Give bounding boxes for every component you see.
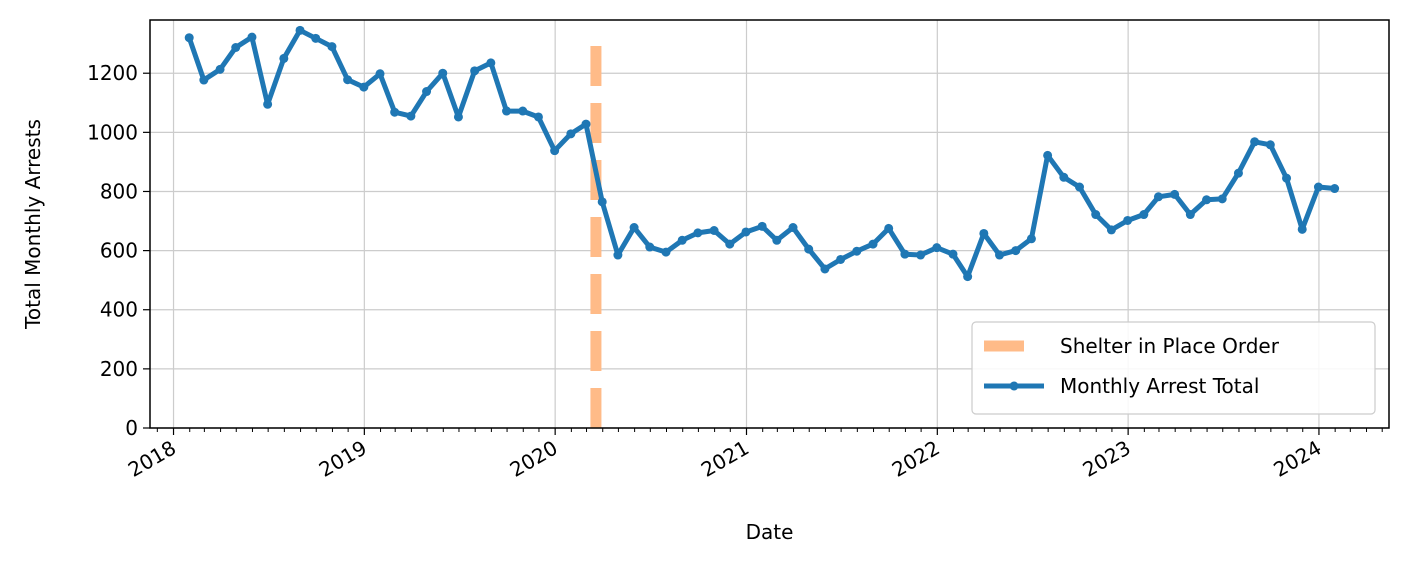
data-point (629, 223, 639, 233)
data-point (645, 242, 655, 252)
data-point (597, 197, 607, 207)
data-point (1250, 137, 1260, 147)
data-point (406, 111, 416, 121)
legend: Shelter in Place Order Monthly Arrest To… (971, 321, 1376, 415)
data-point (757, 221, 767, 231)
data-point (693, 228, 703, 238)
data-point (709, 226, 719, 236)
data-point (1265, 140, 1275, 150)
data-point (359, 82, 369, 92)
data-point (422, 87, 432, 97)
data-point (1313, 182, 1323, 192)
data-point (438, 68, 448, 78)
data-point (533, 112, 543, 122)
data-point (279, 53, 289, 63)
data-point (566, 129, 576, 139)
data-point (1059, 172, 1069, 182)
legend-label-shelter: Shelter in Place Order (1060, 334, 1280, 358)
data-point (263, 99, 273, 109)
y-tick-label: 0 (125, 416, 138, 440)
data-point (518, 106, 528, 116)
data-point (1026, 234, 1036, 244)
data-point (963, 272, 973, 282)
y-axis: 0 200 400 600 800 1000 1200 (87, 61, 150, 440)
data-point (725, 239, 735, 249)
data-point (852, 246, 862, 256)
data-point (1011, 246, 1021, 256)
data-point (1123, 215, 1133, 225)
data-point (788, 223, 798, 233)
data-point (1282, 173, 1292, 183)
data-point (900, 249, 910, 259)
data-point (247, 32, 257, 42)
legend-label-arrests: Monthly Arrest Total (1060, 374, 1259, 398)
y-axis-label: Total Monthly Arrests (21, 119, 45, 330)
data-point (470, 66, 480, 76)
data-point (1091, 210, 1101, 220)
data-point (550, 146, 560, 156)
data-point (1139, 210, 1149, 220)
data-point (948, 249, 958, 259)
data-point (884, 223, 894, 233)
data-point (932, 243, 942, 253)
data-point (199, 75, 209, 85)
y-tick-label: 800 (100, 179, 138, 203)
data-point (1185, 210, 1195, 220)
data-point (1106, 225, 1116, 235)
series-group (184, 25, 1340, 282)
data-point (836, 254, 846, 264)
data-point (453, 112, 463, 122)
y-tick-label: 600 (100, 239, 138, 263)
data-point (343, 75, 353, 85)
data-point (184, 33, 194, 43)
data-point (820, 264, 830, 274)
data-point (1043, 150, 1053, 160)
data-point (613, 250, 623, 260)
data-point (995, 250, 1005, 260)
data-point (979, 228, 989, 238)
data-point (1202, 195, 1212, 205)
y-tick-label: 1200 (87, 61, 138, 85)
data-point (741, 227, 751, 237)
legend-marker-arrests (1009, 381, 1019, 391)
y-tick-label: 1000 (87, 120, 138, 144)
data-point (231, 42, 241, 52)
data-point (486, 58, 496, 68)
data-point (1075, 182, 1085, 192)
data-point (804, 244, 814, 254)
data-point (661, 247, 671, 257)
data-point (1297, 224, 1307, 234)
data-point (295, 25, 305, 35)
data-point (1170, 189, 1180, 199)
y-tick-label: 400 (100, 298, 138, 322)
data-point (375, 69, 385, 79)
data-point (1153, 192, 1163, 202)
x-axis-label: Date (746, 520, 794, 544)
data-point (677, 235, 687, 245)
data-point (1330, 184, 1340, 194)
data-point (327, 42, 337, 52)
data-point (772, 235, 782, 245)
data-point (502, 106, 512, 116)
data-point (390, 107, 400, 117)
data-point (581, 119, 591, 129)
data-point (1217, 194, 1227, 204)
data-point (868, 239, 878, 249)
data-point (215, 64, 225, 74)
legend-box (971, 321, 1376, 415)
plot-frame (149, 19, 1390, 429)
data-point (311, 33, 321, 43)
data-point (1233, 168, 1243, 178)
y-tick-label: 200 (100, 357, 138, 381)
data-point (916, 250, 926, 260)
